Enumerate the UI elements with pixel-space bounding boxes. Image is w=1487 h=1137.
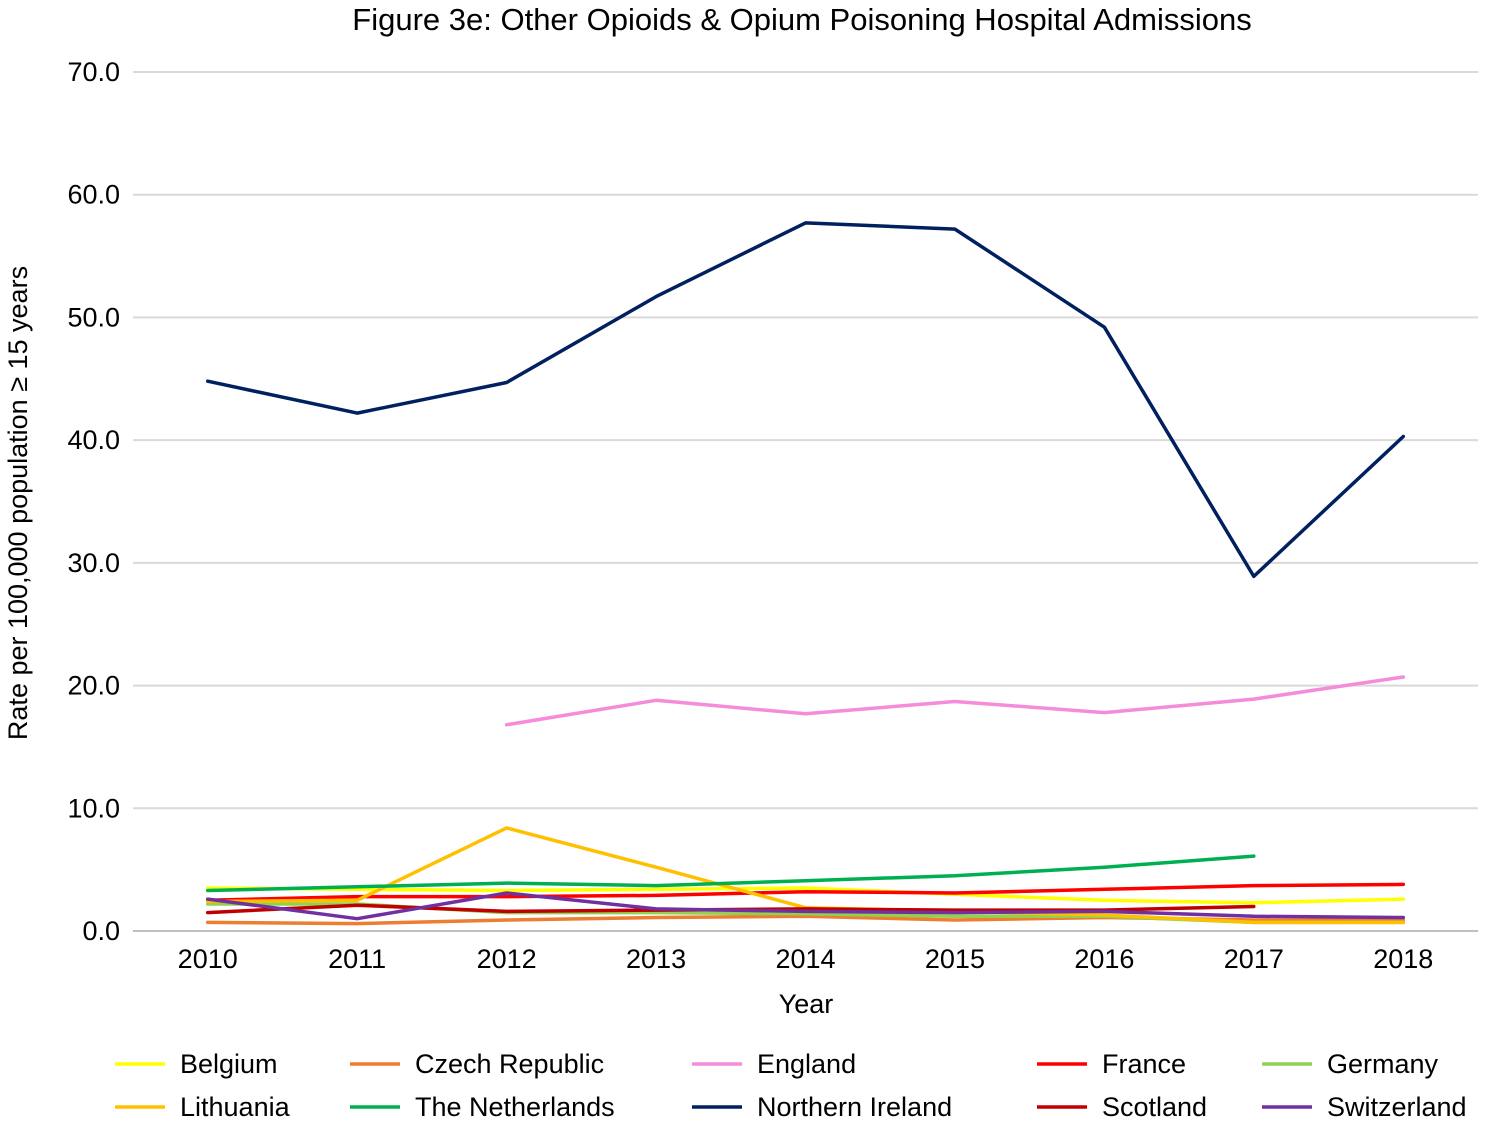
y-tick-label: 40.0 [67,425,120,455]
legend-label-northern-ireland: Northern Ireland [757,1092,952,1122]
series-line-northern-ireland [205,221,1406,579]
x-tick-label: 2011 [328,944,386,974]
series-line-england [504,675,1406,727]
gridlines [133,71,1478,932]
y-tick-label: 20.0 [67,671,120,701]
y-axis-title: Rate per 100,000 population ≥ 15 years [3,266,33,740]
legend-label-the-netherlands: The Netherlands [415,1092,615,1122]
series-line-france [205,882,1406,903]
legend: Belgium Czech Republic England France German… [115,1049,1467,1122]
legend-label-england: England [757,1049,856,1079]
x-tick-label: 2013 [626,944,686,974]
legend-label-france: France [1102,1049,1186,1079]
x-axis-ticks: 2010 2011 2012 2013 2014 2015 2016 2017 2018 [178,944,1434,974]
series-lines [205,221,1406,926]
y-tick-label: 10.0 [67,793,120,823]
legend-label-scotland: Scotland [1102,1092,1207,1122]
y-tick-label: 50.0 [67,302,120,332]
x-tick-label: 2010 [178,944,238,974]
legend-label-czech-republic: Czech Republic [415,1049,604,1079]
legend-label-lithuania: Lithuania [180,1092,291,1122]
series-line-the-netherlands [205,854,1256,893]
y-tick-label: 0.0 [82,916,120,946]
x-tick-label: 2014 [775,944,835,974]
x-tick-label: 2018 [1373,944,1433,974]
legend-label-belgium: Belgium [180,1049,278,1079]
x-tick-label: 2012 [477,944,537,974]
x-axis-title: Year [779,989,834,1019]
legend-label-switzerland: Switzerland [1327,1092,1467,1122]
y-tick-label: 70.0 [67,57,120,87]
y-tick-label: 30.0 [67,548,120,578]
chart-title: Figure 3e: Other Opioids & Opium Poisoni… [352,2,1251,37]
legend-label-germany: Germany [1327,1049,1439,1079]
y-tick-label: 60.0 [67,180,120,210]
series-line-switzerland [205,891,1406,921]
x-tick-label: 2017 [1224,944,1284,974]
series-line-belgium [205,886,1406,905]
x-tick-label: 2015 [925,944,985,974]
x-tick-label: 2016 [1074,944,1134,974]
y-axis-ticks: 0.0 10.0 20.0 30.0 40.0 50.0 60.0 70.0 [67,57,120,946]
